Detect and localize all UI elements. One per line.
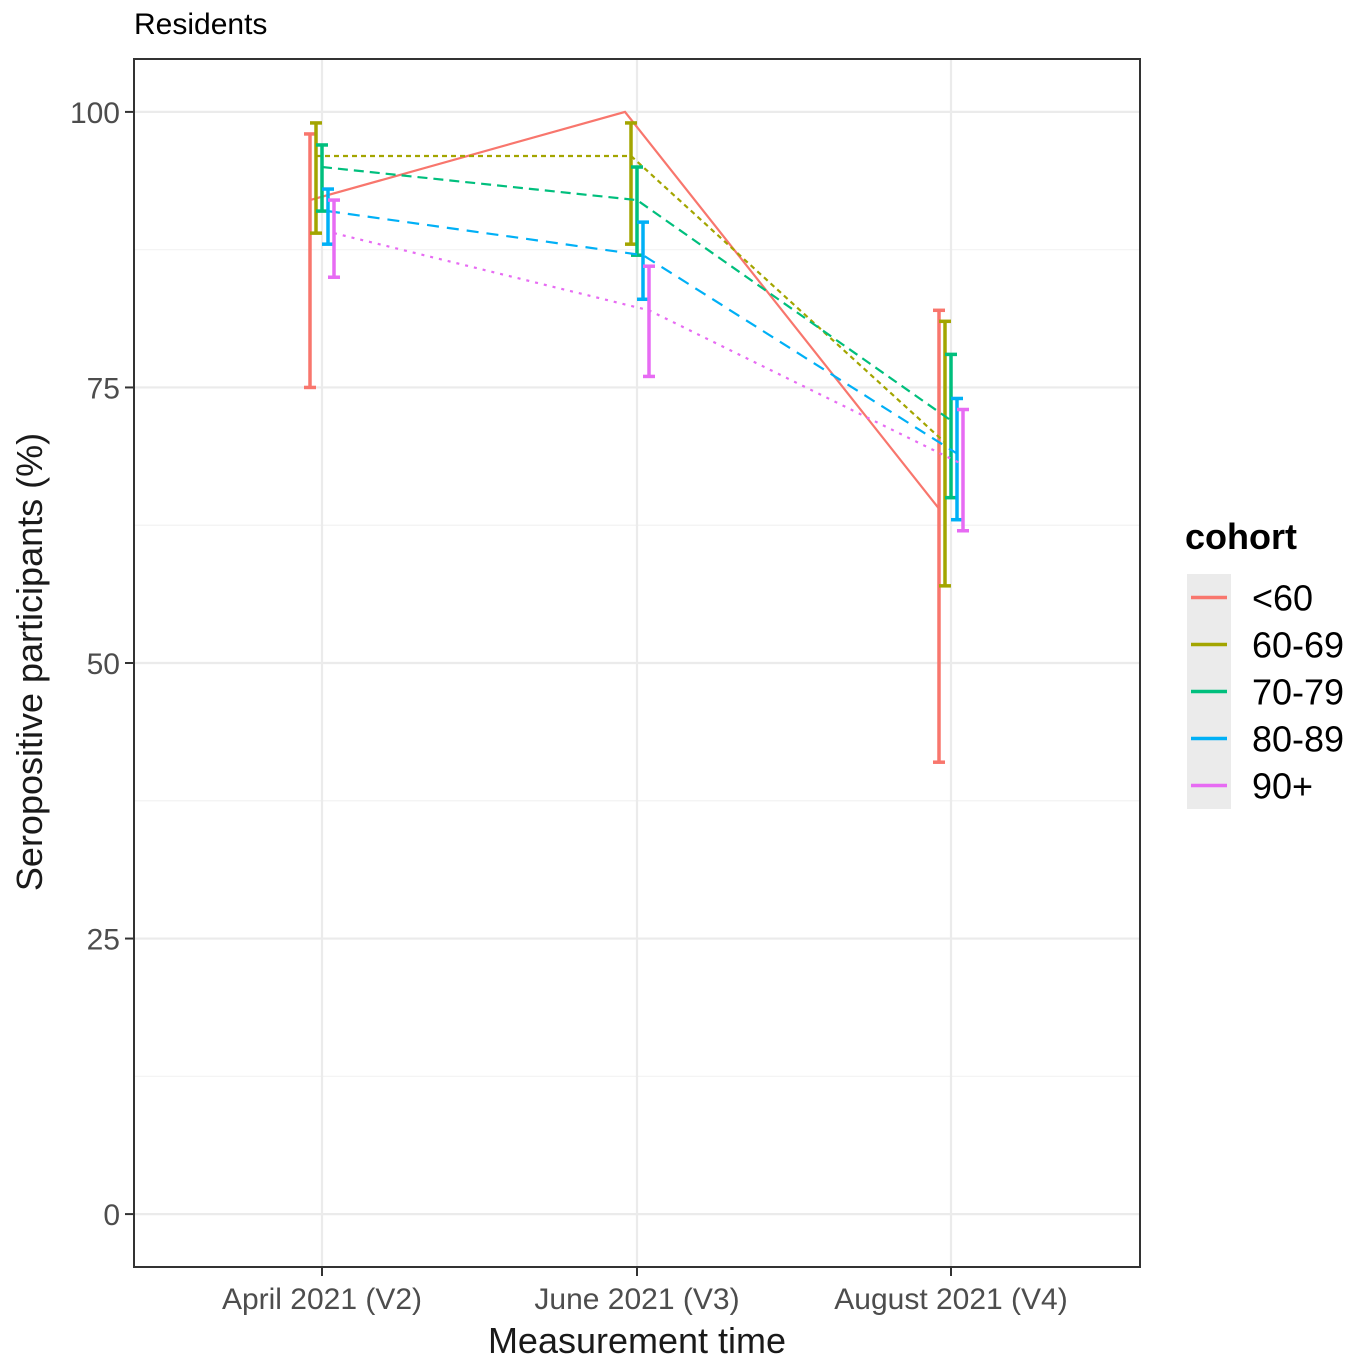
error-bar bbox=[310, 121, 322, 235]
x-tick-label: August 2021 (V4) bbox=[834, 1283, 1067, 1316]
legend-label: 80-89 bbox=[1252, 719, 1344, 760]
error-bar bbox=[933, 308, 945, 764]
legend-title: cohort bbox=[1185, 516, 1297, 557]
legend-label: 60-69 bbox=[1252, 625, 1344, 666]
y-axis: 0 25 50 75 100 bbox=[70, 97, 134, 1232]
x-tick-label: June 2021 (V3) bbox=[534, 1283, 739, 1316]
series-2 bbox=[316, 143, 957, 500]
legend-label: 70-79 bbox=[1252, 672, 1344, 713]
error-bar bbox=[328, 198, 340, 279]
y-tick-label: 50 bbox=[87, 648, 120, 681]
legend-item: 90+ bbox=[1187, 762, 1313, 809]
series-line bbox=[321, 165, 952, 422]
legend-item: 60-69 bbox=[1187, 621, 1344, 668]
error-bar bbox=[625, 121, 637, 246]
legend: cohort <60 60-69 70-79 80-89 90+ bbox=[1185, 516, 1344, 809]
legend-label: 90+ bbox=[1252, 766, 1313, 807]
legend-item: 70-79 bbox=[1187, 668, 1344, 715]
chart-title: Residents bbox=[134, 8, 267, 41]
x-axis-title: Measurement time bbox=[488, 1320, 786, 1361]
y-tick-label: 100 bbox=[70, 97, 120, 130]
legend-item: 80-89 bbox=[1187, 715, 1344, 762]
x-axis: April 2021 (V2) June 2021 (V3) August 2021… bbox=[222, 1267, 1068, 1316]
error-bar bbox=[939, 319, 951, 588]
y-tick-label: 0 bbox=[103, 1199, 120, 1232]
y-tick-label: 25 bbox=[87, 924, 120, 957]
y-tick-label: 75 bbox=[87, 372, 120, 405]
error-bar bbox=[316, 143, 328, 213]
series-0 bbox=[304, 110, 945, 764]
error-bar bbox=[631, 165, 643, 257]
error-bar bbox=[951, 396, 963, 522]
legend-label: <60 bbox=[1252, 578, 1313, 619]
error-bar bbox=[304, 132, 316, 390]
series-4 bbox=[328, 198, 969, 533]
series-line bbox=[327, 210, 958, 455]
error-bar bbox=[637, 220, 649, 302]
error-bar bbox=[643, 264, 655, 379]
series-1 bbox=[310, 121, 951, 588]
series-line bbox=[309, 110, 940, 510]
series-3 bbox=[322, 187, 963, 522]
x-tick-label: April 2021 (V2) bbox=[222, 1283, 422, 1316]
error-bar bbox=[957, 407, 969, 533]
error-bar bbox=[322, 187, 334, 246]
plot-panel bbox=[133, 58, 1141, 1268]
y-axis-title: Seropositive participants (%) bbox=[9, 433, 50, 891]
error-bar bbox=[945, 352, 957, 500]
legend-item: <60 bbox=[1187, 574, 1313, 621]
